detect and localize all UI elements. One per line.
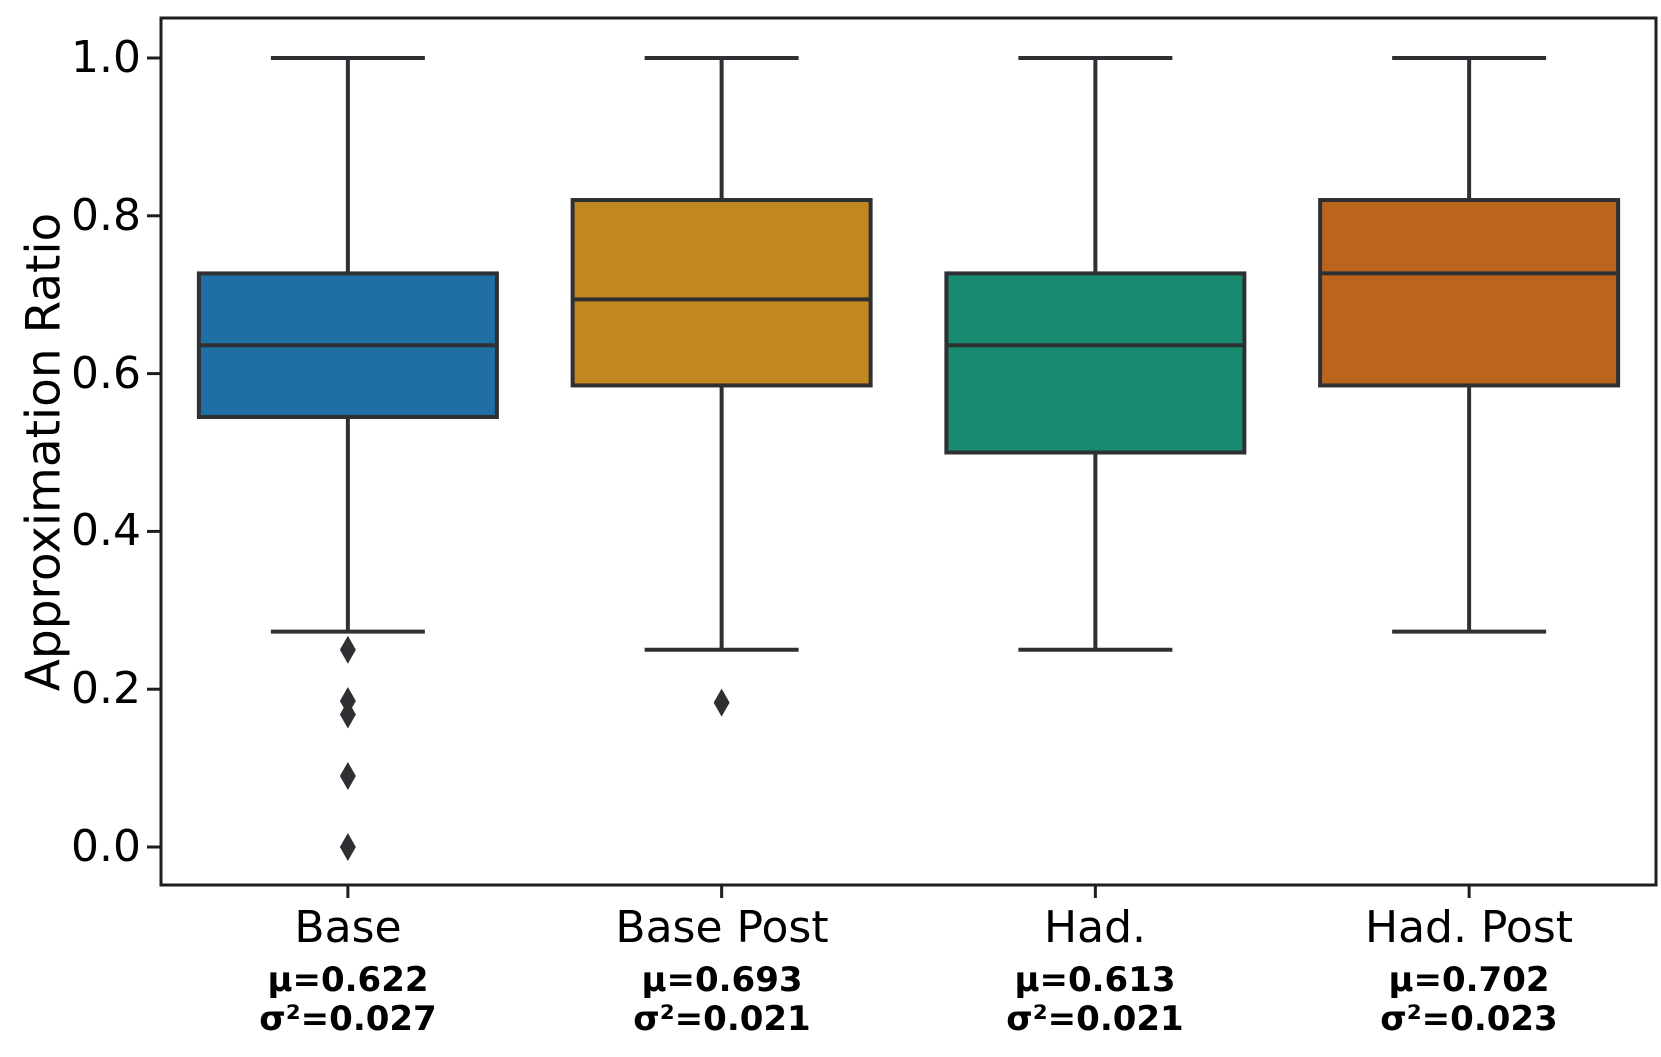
y-tick-label-0.0: 0.0 <box>71 821 141 872</box>
mean-label: μ=0.613 <box>1014 960 1176 1000</box>
y-tick-label-0.6: 0.6 <box>71 348 141 399</box>
y-tick-label-1.0: 1.0 <box>71 32 141 83</box>
outlier-base-post-1 <box>713 688 730 717</box>
y-tick-label-0.8: 0.8 <box>71 190 141 241</box>
stats-base: μ=0.622 σ²=0.027 <box>138 961 558 1039</box>
y-tick-label-0.4: 0.4 <box>71 505 141 556</box>
box-had <box>944 271 1247 455</box>
variance-label: σ²=0.021 <box>633 999 811 1039</box>
mean-label: μ=0.693 <box>641 960 803 1000</box>
stats-base-post: μ=0.693 σ²=0.021 <box>512 961 932 1039</box>
stats-had-post: μ=0.702 σ²=0.023 <box>1259 961 1661 1039</box>
outlier-base-3 <box>339 700 356 729</box>
variance-label: σ²=0.027 <box>259 999 437 1039</box>
stats-had: μ=0.613 σ²=0.021 <box>885 961 1305 1039</box>
mean-label: μ=0.622 <box>267 960 429 1000</box>
x-tick-label-base-post: Base Post <box>615 902 829 953</box>
box-base-post <box>570 198 873 388</box>
outlier-base-5 <box>339 833 356 861</box>
outlier-base-1 <box>339 635 356 664</box>
x-tick-label-base: Base <box>294 902 402 953</box>
variance-label: σ²=0.023 <box>1380 999 1558 1039</box>
y-tick-label-0.2: 0.2 <box>71 663 141 714</box>
mean-label: μ=0.702 <box>1388 960 1550 1000</box>
x-tick-label-had-post: Had. Post <box>1364 902 1573 953</box>
outlier-base-4 <box>339 761 356 790</box>
axes-frame <box>159 16 1658 887</box>
x-tick-label-had: Had. <box>1044 902 1146 953</box>
variance-label: σ²=0.021 <box>1006 999 1184 1039</box>
box-had-post <box>1318 198 1621 388</box>
